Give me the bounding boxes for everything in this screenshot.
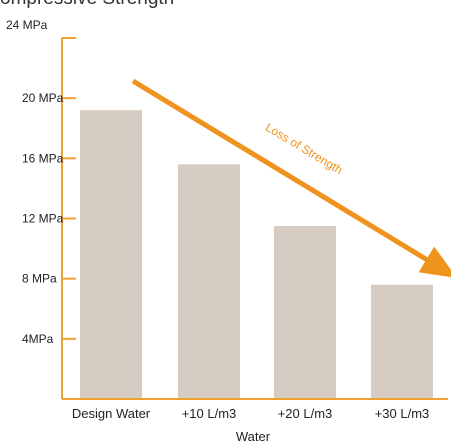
loss-arrow: [131, 78, 451, 279]
cropped-heading: ompressive Strength: [0, 0, 174, 10]
bar: [178, 164, 240, 399]
bar: [274, 226, 336, 399]
y-tick-label: 20 MPa: [22, 91, 64, 105]
x-axis-title: Water: [236, 429, 271, 444]
x-category-label: +30 L/m3: [375, 406, 430, 421]
y-tick-label: 12 MPa: [22, 212, 64, 226]
y-tick-label: 16 MPa: [22, 151, 64, 165]
x-category-label: Design Water: [72, 406, 151, 421]
y-tick-label: 8 MPa: [22, 272, 57, 286]
y-tick-label: 24 MPa: [6, 18, 48, 32]
bar: [371, 284, 433, 399]
bar: [80, 110, 142, 399]
y-tick-label: 4MPa: [22, 332, 54, 346]
x-category-label: +20 L/m3: [278, 406, 333, 421]
x-category-label: +10 L/m3: [182, 406, 237, 421]
